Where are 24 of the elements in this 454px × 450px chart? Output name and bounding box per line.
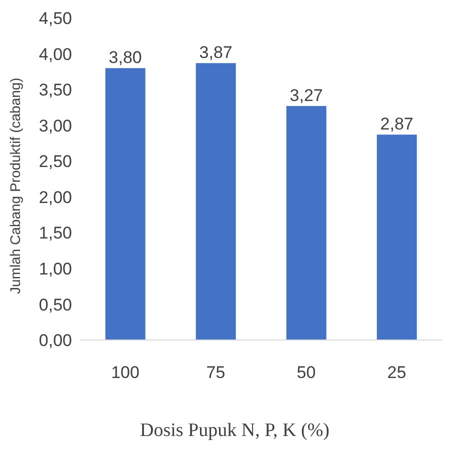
bar <box>286 106 326 340</box>
data-label: 3,27 <box>290 86 323 106</box>
y-tick-label: 3,50 <box>38 80 72 100</box>
x-tick-label: 50 <box>296 363 316 382</box>
y-tick-label: 2,00 <box>38 188 72 207</box>
y-tick-label: 4,00 <box>38 44 72 64</box>
y-tick-label: 0,00 <box>38 331 72 350</box>
data-label: 2,87 <box>380 114 414 134</box>
y-tick-label: 1,50 <box>38 224 72 243</box>
y-tick-label: 1,00 <box>38 259 72 278</box>
y-tick-label: 0,50 <box>38 295 72 314</box>
y-tick-label: 4,50 <box>38 9 72 28</box>
x-tick-label: 100 <box>111 363 140 382</box>
x-axis-title: Dosis Pupuk N, P, K (%) <box>140 420 330 442</box>
data-label: 3,80 <box>108 48 142 68</box>
data-label: 3,87 <box>199 43 232 62</box>
y-tick-label: 2,50 <box>38 152 72 172</box>
bar <box>105 68 146 340</box>
bar <box>376 134 417 340</box>
x-tick-label: 75 <box>206 363 226 382</box>
y-tick-label: 3,00 <box>38 116 72 136</box>
x-tick-label: 25 <box>387 363 406 382</box>
bar <box>196 63 236 340</box>
y-axis-title: Jumlah Cabang Produktif (cabang) <box>6 78 23 294</box>
